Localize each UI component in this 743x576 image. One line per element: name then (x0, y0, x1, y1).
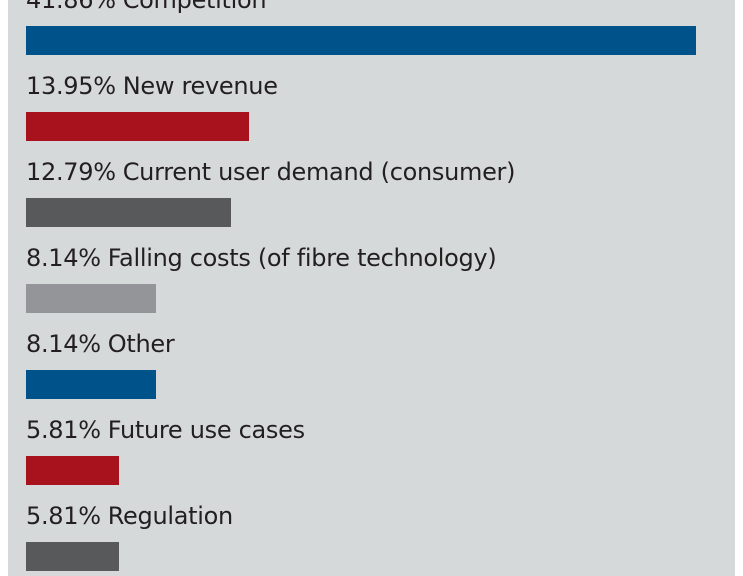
bar-label: 8.14% Falling costs (of fibre technology) (26, 244, 497, 272)
bar-value-label: 5.81% (26, 502, 101, 530)
bar-label: 5.81% Future use cases (26, 416, 305, 444)
bar-label: 12.79% Current user demand (consumer) (26, 158, 515, 186)
bar (26, 26, 696, 55)
bar (26, 456, 119, 485)
bar-category-label: Falling costs (of fibre technology) (107, 244, 497, 272)
bar (26, 284, 156, 313)
bar-label: 8.14% Other (26, 330, 175, 358)
bar-value-label: 8.14% (26, 244, 101, 272)
bar-chart: 41.86% Competition 13.95% New revenue 12.79%… (8, 0, 735, 576)
bar-value-label: 41.86% (26, 0, 116, 14)
bar (26, 198, 231, 227)
bar-category-label: Other (107, 330, 175, 358)
chart-panel: 41.86% Competition 13.95% New revenue 12.79%… (8, 0, 735, 576)
bar-category-label: New revenue (122, 72, 278, 100)
bar (26, 370, 156, 399)
bar (26, 112, 249, 141)
bar-category-label: Future use cases (107, 416, 305, 444)
bar (26, 542, 119, 571)
bar-value-label: 13.95% (26, 72, 116, 100)
bar-category-label: Current user demand (consumer) (122, 158, 516, 186)
bar-value-label: 5.81% (26, 416, 101, 444)
bar-label: 5.81% Regulation (26, 502, 233, 530)
bar-category-label: Competition (122, 0, 267, 14)
bar-label: 41.86% Competition (26, 0, 267, 14)
bar-category-label: Regulation (107, 502, 233, 530)
bar-value-label: 12.79% (26, 158, 116, 186)
bar-label: 13.95% New revenue (26, 72, 278, 100)
bar-value-label: 8.14% (26, 330, 101, 358)
